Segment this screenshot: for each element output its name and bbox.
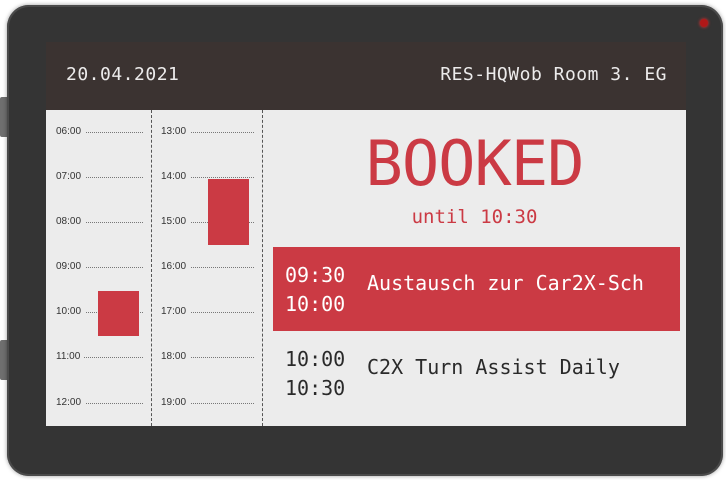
meeting-start: 10:00 bbox=[285, 347, 346, 371]
column-divider bbox=[151, 110, 152, 426]
time-slot: 16:00 bbox=[151, 260, 262, 274]
schedule-column-morning: 06:00 07:00 08:00 09:00 10:00 11:00 12:0… bbox=[46, 110, 151, 426]
time-slot: 06:00 bbox=[46, 125, 151, 139]
time-slot: 18:00 bbox=[151, 350, 262, 364]
booked-until: until 10:30 bbox=[411, 206, 538, 228]
meeting-end: 10:30 bbox=[285, 376, 346, 400]
meeting-end: 10:00 bbox=[285, 292, 346, 316]
time-slot: 12:00 bbox=[46, 396, 151, 410]
time-slot: 07:00 bbox=[46, 170, 151, 184]
time-slot: 19:00 bbox=[151, 396, 262, 410]
time-slot: 11:00 bbox=[46, 350, 151, 364]
room-name: RES-HQWob Room 3. EG bbox=[440, 64, 667, 85]
time-slot: 17:00 bbox=[151, 305, 262, 319]
booking-block[interactable] bbox=[98, 291, 139, 336]
booking-status: BOOKED bbox=[365, 127, 585, 200]
column-divider bbox=[262, 110, 263, 426]
status-panel: BOOKED until 10:30 09:30 10:00 Austausch… bbox=[263, 110, 686, 426]
meeting-card-current[interactable]: 09:30 10:00 Austausch zur Car2X-Sch bbox=[273, 247, 680, 331]
current-date: 20.04.2021 bbox=[66, 64, 180, 85]
time-slot: 08:00 bbox=[46, 215, 151, 229]
time-slot: 13:00 bbox=[151, 125, 262, 139]
meeting-start: 09:30 bbox=[285, 263, 346, 287]
header-bar: 20.04.2021 RES-HQWob Room 3. EG bbox=[46, 42, 686, 110]
side-button-upper[interactable] bbox=[0, 97, 8, 137]
meeting-title: Austausch zur Car2X-Sch bbox=[367, 271, 644, 295]
time-slot: 15:00 bbox=[151, 215, 262, 229]
status-led bbox=[700, 19, 708, 27]
time-slot: 09:00 bbox=[46, 260, 151, 274]
booking-block[interactable] bbox=[208, 179, 249, 245]
meeting-card-next[interactable]: 10:00 10:30 C2X Turn Assist Daily bbox=[273, 331, 680, 415]
time-slot: 14:00 bbox=[151, 170, 262, 184]
side-button-lower[interactable] bbox=[0, 340, 8, 380]
schedule-column-afternoon: 13:00 14:00 15:00 16:00 17:00 18:00 19:0… bbox=[151, 110, 262, 426]
meeting-title: C2X Turn Assist Daily bbox=[367, 355, 620, 379]
display-screen: 20.04.2021 RES-HQWob Room 3. EG 06:00 07… bbox=[46, 42, 686, 426]
